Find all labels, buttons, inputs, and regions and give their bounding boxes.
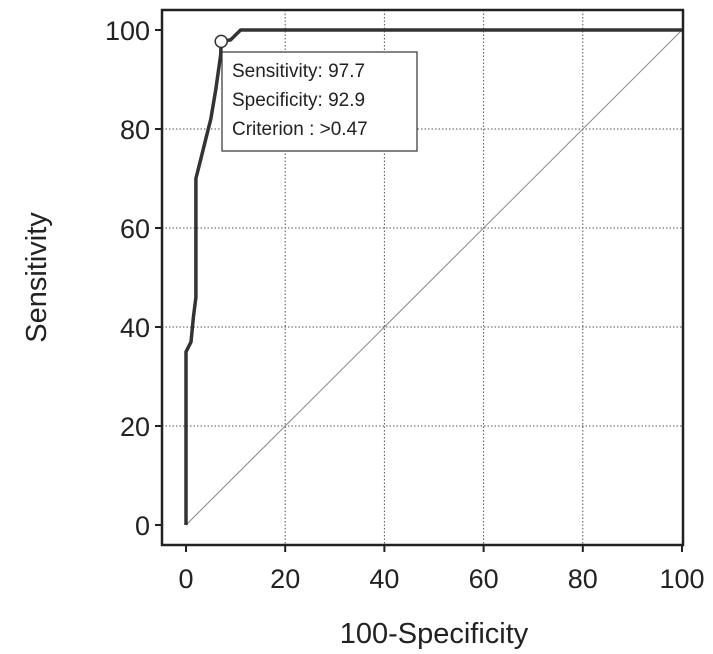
- plot-frame: [160, 8, 685, 547]
- x-tick-label-60: 60: [469, 564, 499, 594]
- y-axis-title: Sensitivity: [21, 212, 53, 343]
- grid-lines: [162, 10, 683, 545]
- annotation-box-frame: [221, 51, 418, 152]
- x-tick-label-0: 0: [178, 564, 193, 594]
- criterion-annotation-box: Sensitivity: 97.7 Specificity: 92.9 Crit…: [221, 51, 418, 152]
- optimal-criterion-point: [214, 34, 228, 49]
- y-tick-label-20: 20: [120, 412, 150, 442]
- reference-diagonal-line: [185, 29, 683, 526]
- x-axis-ticks: 0 20 40 60 80 100: [178, 545, 705, 594]
- x-axis-title: 100-Specificity: [340, 618, 529, 650]
- y-tick-label-80: 80: [120, 115, 150, 145]
- x-tick-label-20: 20: [270, 564, 300, 594]
- y-axis-ticks: 0 20 40 60 80 100: [105, 16, 162, 541]
- annotation-sensitivity: Sensitivity: 97.7: [232, 61, 365, 82]
- y-tick-label-100: 100: [105, 16, 150, 46]
- annotation-specificity: Specificity: 92.9: [232, 90, 365, 111]
- x-tick-label-100: 100: [659, 564, 704, 594]
- y-tick-label-60: 60: [120, 214, 150, 244]
- y-tick-label-40: 40: [120, 313, 150, 343]
- x-tick-label-80: 80: [568, 564, 598, 594]
- y-tick-label-0: 0: [135, 511, 150, 541]
- annotation-criterion: Criterion : >0.47: [232, 119, 368, 140]
- x-tick-label-40: 40: [369, 564, 399, 594]
